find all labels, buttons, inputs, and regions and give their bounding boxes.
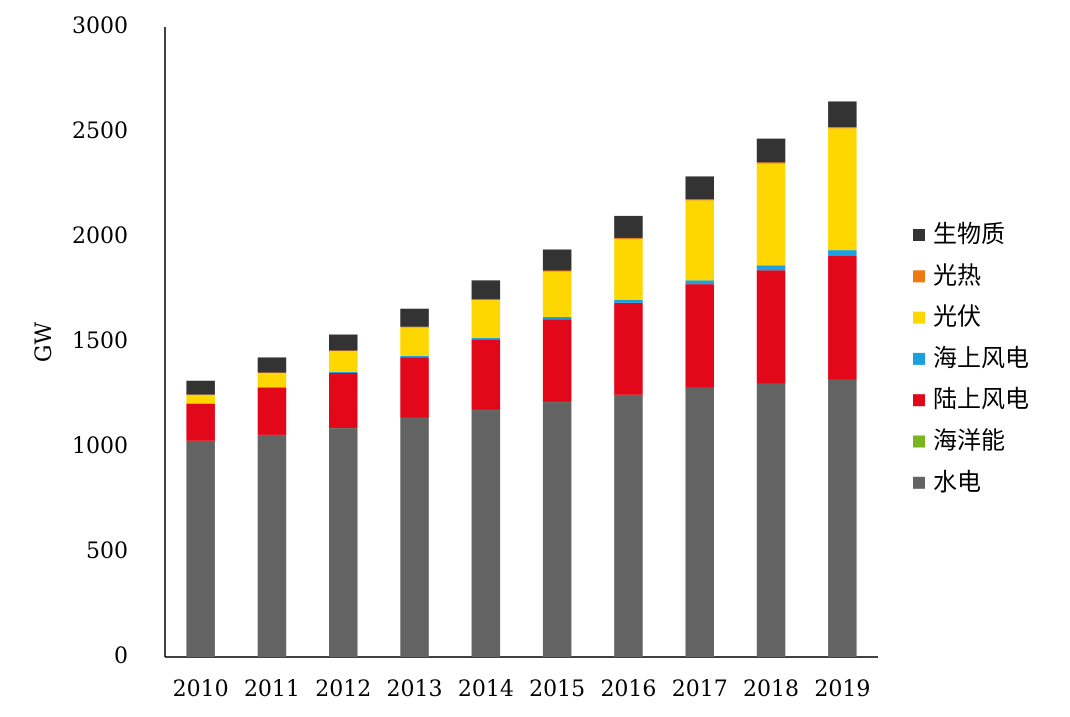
bar-segment [471,339,501,410]
y-tick-label: 3000 [72,14,128,39]
bar-segment [257,435,287,657]
bar-segment [756,162,786,164]
legend-swatch [913,311,925,324]
x-tick-label: 2010 [173,677,229,702]
y-tick-label: 500 [86,539,128,564]
x-tick-label: 2015 [529,677,585,702]
x-tick-label: 2017 [672,677,728,702]
bar-segment [257,387,287,388]
bar-segment [614,299,643,303]
bar-segment [756,138,786,163]
bar-segment [328,350,358,372]
legend-label: 海洋能 [933,427,1005,455]
y-tick-label: 0 [114,644,128,669]
legend-swatch [913,270,925,283]
y-tick-label: 1000 [72,434,128,459]
bar-segment [756,270,786,384]
bar-segment [471,337,501,340]
bar-segment [186,403,215,404]
bar-segment [828,250,857,257]
x-tick-label: 2018 [743,677,799,702]
bar-segment [756,265,786,271]
y-tick-label: 2500 [72,119,128,144]
bar-segment [685,199,715,201]
legend-swatch [913,229,925,241]
bar-segment [257,372,287,388]
bar-segment [471,410,501,657]
bar-segment [614,394,643,657]
bar-segment [471,280,501,300]
bar-segment [542,402,572,657]
legend-label: 光伏 [933,303,981,331]
bar-segment [614,238,643,300]
bar-segment [186,394,215,404]
legend-swatch [913,394,925,407]
bar-segment [614,215,643,238]
bar-segment [542,271,572,317]
bar-segment [828,256,857,380]
legend-swatch [913,435,925,448]
bar-segment [400,418,429,657]
bar-segment [542,316,572,320]
legend-swatch [913,352,925,365]
bar-segment [614,237,643,239]
bar-segment [828,127,857,129]
bar-segment [828,380,857,657]
bar-segment [685,176,715,200]
bar-segment [828,128,857,251]
bar-segment [756,163,786,266]
bar-segment [257,387,287,435]
legend-label: 海上风电 [933,344,1029,372]
bar-segment [542,249,572,271]
legend-label: 陆上风电 [933,385,1029,413]
bar-segment [186,380,215,395]
bar-segment [257,357,287,373]
bar-segment [328,334,358,351]
bar-segment [614,302,643,395]
bar-segment [685,280,715,285]
bar-segment [685,284,715,388]
legend-label: 生物质 [933,220,1005,248]
legend-label: 水电 [933,468,981,496]
bar-segment [328,428,358,657]
y-axis-label: GW [32,322,57,363]
x-tick-label: 2012 [315,677,371,702]
bar-segment [186,403,215,441]
bar-segment [400,308,429,327]
bar-segment [471,300,501,338]
x-tick-label: 2011 [244,677,300,702]
bar-segment [186,440,215,657]
bar-segment [828,101,857,128]
bar-segment [685,200,715,281]
x-tick-label: 2013 [387,677,443,702]
bar-segment [756,384,786,657]
bar-segment [400,327,429,356]
bar-segment [542,270,572,272]
legend-swatch [913,476,925,489]
bar-segment [685,387,715,657]
bar-segment [400,326,429,328]
x-tick-label: 2016 [600,677,656,702]
y-tick-label: 2000 [72,224,128,249]
bar-segment [328,372,358,428]
legend-label: 光热 [933,261,981,289]
bar-segment [542,319,572,402]
y-tick-label: 1500 [72,329,128,354]
x-tick-label: 2019 [814,677,870,702]
x-tick-label: 2014 [458,677,514,702]
bar-segment [471,299,501,301]
bar-segment [328,371,358,373]
bar-segment [400,355,429,358]
bar-segment [400,357,429,418]
